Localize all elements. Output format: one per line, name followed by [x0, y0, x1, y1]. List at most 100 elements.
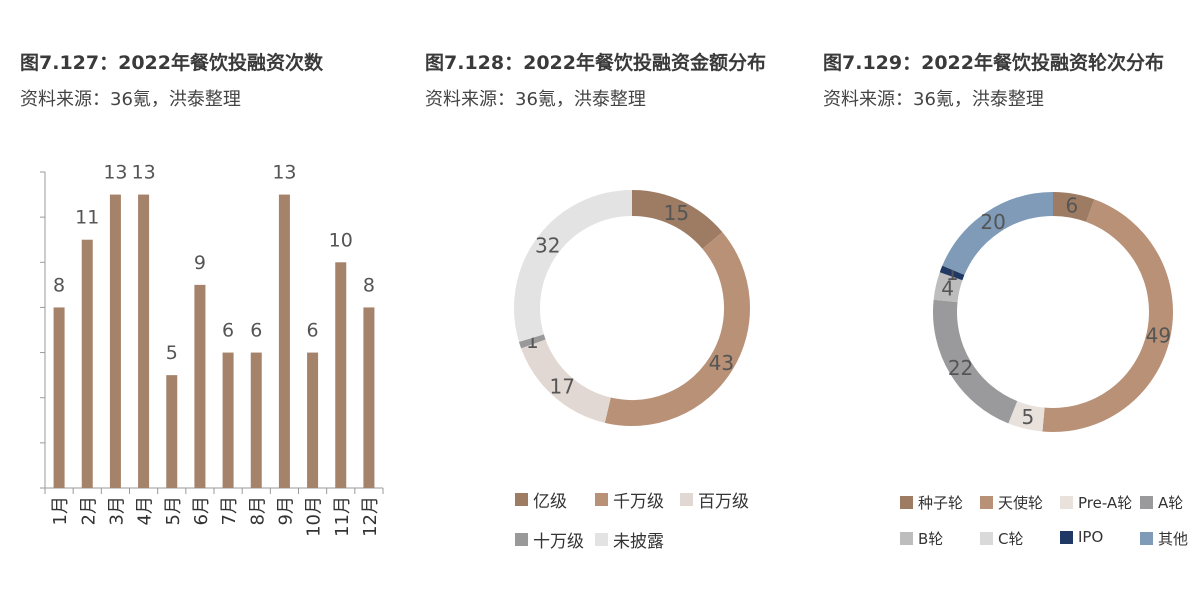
legend-item: 未披露: [595, 527, 664, 552]
bar: [335, 262, 347, 488]
legend-swatch: [680, 493, 693, 506]
bar: [278, 194, 290, 489]
panel-amount-distribution: 图7.128：2022年餐饮投融资金额分布 资料来源：36氪，洪泰整理 15 43…: [400, 0, 800, 600]
legend-item: IPO: [1060, 528, 1103, 546]
x-tick-label: 11月: [332, 496, 353, 537]
donut-slice: [1008, 400, 1045, 432]
x-tick-label: 2月: [78, 496, 99, 525]
legend-label: Pre-A轮: [1078, 494, 1133, 512]
legend-swatch: [1140, 496, 1153, 509]
donut-slice: [1042, 199, 1173, 432]
data-label: 8: [53, 274, 65, 296]
donut-slice: [521, 339, 612, 423]
data-label: 5: [166, 342, 178, 364]
legend-swatch: [980, 532, 993, 545]
x-tick-label: 7月: [219, 496, 240, 525]
legend-label: C轮: [998, 530, 1024, 548]
legend-item: B轮: [900, 528, 943, 549]
data-label: 22: [948, 356, 973, 380]
legend-item: 百万级: [680, 487, 749, 512]
data-label: 13: [103, 162, 127, 184]
legend-item: A轮: [1140, 492, 1183, 513]
legend-swatch: [900, 532, 913, 545]
legend-label: 未披露: [613, 532, 664, 552]
data-label: 17: [549, 374, 574, 398]
legend-item: 其他: [1140, 528, 1188, 549]
legend-swatch: [1140, 532, 1153, 545]
data-label: 10: [329, 229, 353, 251]
chart-title: 图7.129：2022年餐饮投融资轮次分布: [823, 52, 1164, 74]
donut-slice: [942, 192, 1054, 276]
data-label: 5: [1021, 405, 1034, 429]
x-tick-label: 9月: [275, 496, 296, 525]
data-label: 13: [131, 162, 155, 184]
legend-swatch: [1060, 530, 1073, 544]
legend-item: 天使轮: [980, 492, 1043, 513]
bar: [307, 352, 319, 488]
donut-slice: [518, 334, 546, 349]
legend-swatch: [595, 533, 608, 546]
legend-label: IPO: [1078, 528, 1104, 546]
donut-slice: [933, 299, 1018, 424]
legend-swatch: [515, 533, 528, 546]
legend-item: 种子轮: [900, 492, 963, 513]
bar: [250, 352, 262, 488]
bar: [166, 375, 178, 488]
legend-item: 十万级: [515, 527, 584, 552]
data-label: 13: [272, 162, 296, 184]
data-label: 8: [363, 274, 375, 296]
legend-label: 其他: [1158, 530, 1189, 548]
x-tick-label: 5月: [163, 496, 184, 525]
legend-label: B轮: [918, 530, 944, 548]
bar: [109, 194, 121, 489]
x-tick-label: 10月: [304, 496, 325, 537]
data-label: 9: [194, 252, 206, 274]
legend-label: 亿级: [533, 492, 567, 512]
chart-source: 资料来源：36氪，洪泰整理: [823, 89, 1044, 110]
legend-swatch: [980, 496, 993, 509]
x-tick-label: 1月: [50, 496, 71, 525]
data-label: 6: [222, 320, 234, 342]
data-label: 32: [535, 233, 560, 257]
bar-chart: 8 1月 11 2月 13 3月 13 4月 5 5月 9 6月 6 7月 6 8月 13 9月 6 10月 10 11月…: [40, 162, 384, 537]
donut-slice: [631, 190, 723, 250]
panel-monthly-count: 图7.127：2022年餐饮投融资次数 资料来源：36氪，洪泰整理 8 1月 11 2…: [0, 0, 400, 600]
x-tick-label: 12月: [360, 496, 381, 537]
legend-swatch: [900, 496, 913, 509]
legend-swatch: [1060, 496, 1073, 509]
data-label: 43: [709, 351, 734, 375]
donut-slice: [933, 272, 963, 303]
legend-label: 百万级: [698, 492, 749, 512]
data-label: 20: [980, 210, 1005, 234]
donut-slice: [939, 265, 965, 281]
legend-item: 千万级: [595, 487, 664, 512]
legend-item: 亿级: [515, 487, 567, 512]
legend-label: 天使轮: [998, 494, 1044, 512]
chart-title: 图7.128：2022年餐饮投融资金额分布: [425, 52, 766, 74]
data-label: 6: [250, 320, 262, 342]
x-tick-label: 4月: [135, 496, 156, 525]
chart-source: 资料来源：36氪，洪泰整理: [425, 89, 646, 110]
bar: [194, 284, 206, 488]
bar: [53, 307, 65, 488]
x-tick-label: 6月: [191, 496, 212, 525]
data-label: 4: [941, 276, 954, 300]
bar: [222, 352, 234, 488]
legend-label: 千万级: [613, 492, 664, 512]
legend-label: 种子轮: [918, 494, 964, 512]
bar: [363, 307, 375, 488]
data-label: 49: [1146, 324, 1171, 348]
legend-item: C轮: [980, 528, 1023, 549]
legend-swatch: [595, 493, 608, 506]
legend-label: A轮: [1158, 494, 1184, 512]
data-label: 15: [664, 201, 689, 225]
panel-round-distribution: 图7.129：2022年餐饮投融资轮次分布 资料来源：36氪，洪泰整理 6 49 5…: [800, 0, 1200, 600]
data-label: 11: [75, 207, 99, 229]
data-label: 6: [307, 320, 319, 342]
donut-slice: [604, 232, 750, 426]
legend-item: Pre-A轮: [1060, 492, 1132, 513]
donut-slice: [514, 190, 633, 342]
donut-slice: [1052, 192, 1095, 223]
